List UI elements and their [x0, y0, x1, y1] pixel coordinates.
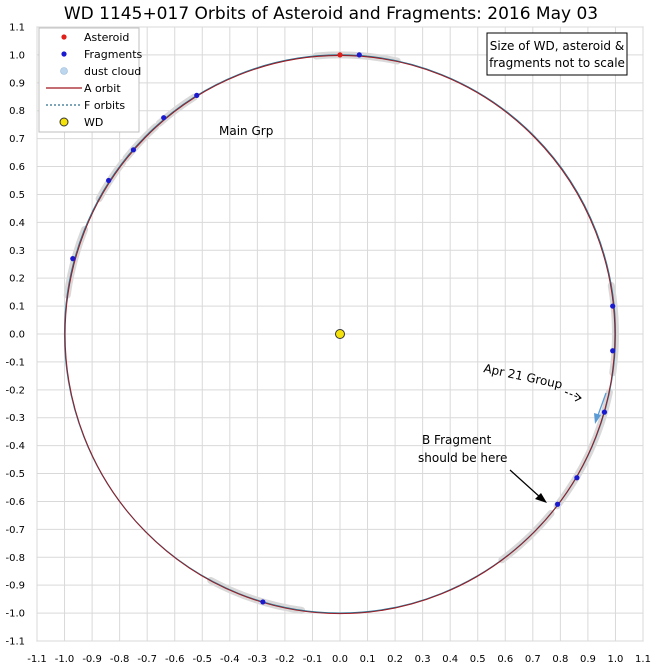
- x-tick-label: -0.5: [193, 654, 213, 665]
- b-fragment-arrow: [509, 469, 542, 499]
- x-tick-label: 0.3: [415, 654, 431, 665]
- y-tick-label: -0.5: [5, 469, 25, 480]
- note-box-frame: [486, 32, 628, 76]
- x-tick-label: -0.6: [165, 654, 185, 665]
- legend: Asteroid Fragments dust cloud A orbit F orbi…: [38, 27, 143, 133]
- y-tick-label: 0.8: [9, 106, 25, 117]
- x-tick-label: 0.7: [525, 654, 541, 665]
- x-tick-label: -0.8: [110, 654, 130, 665]
- x-tick-label: 0.1: [360, 654, 376, 665]
- y-tick-label: -0.3: [5, 413, 25, 424]
- x-tick-label: 0.4: [442, 654, 458, 665]
- x-tick-label: 0.9: [580, 654, 596, 665]
- y-tick-label: -0.7: [5, 525, 25, 536]
- y-tick-label: 0.9: [9, 78, 25, 89]
- x-tick-label: -1.1: [27, 654, 47, 665]
- x-tick-label: -1.0: [55, 654, 75, 665]
- fragment-point-11: [260, 599, 266, 605]
- legend-marker-0: [61, 34, 67, 40]
- y-tick-label: 0.3: [9, 246, 25, 257]
- main-grp-label: Main Grp: [219, 124, 273, 138]
- fragment-point-2: [161, 115, 167, 121]
- x-tick-labels: -1.1 -1.0 -0.9 -0.8 -0.7 -0.6 -0.5 -0.4 -0.3 -0.2…: [27, 654, 651, 665]
- y-tick-label: 0.2: [9, 274, 25, 285]
- b-fragment-arrow-head: [535, 493, 547, 503]
- note-line-1: Size of WD, asteroid &: [490, 39, 624, 53]
- fragment-point-4: [106, 177, 112, 184]
- y-tick-label: 0.0: [9, 330, 25, 341]
- fragment-point-0: [356, 52, 362, 58]
- asteroid-point: [337, 52, 343, 58]
- legend-marker-dust: [60, 67, 68, 75]
- y-tick-label: 0.1: [9, 302, 25, 313]
- y-tick-label: -1.1: [5, 637, 25, 648]
- y-tick-label: -1.0: [5, 609, 25, 620]
- x-tick-label: 0.5: [470, 654, 486, 665]
- apr21-dashed-arrow-line: [564, 391, 581, 399]
- y-tick-label: -0.2: [5, 385, 25, 396]
- b-fragment-line-1: B Fragment: [422, 433, 492, 447]
- legend-marker-1: [61, 51, 67, 57]
- y-tick-label: 1.1: [9, 23, 25, 34]
- y-tick-label: 0.5: [9, 190, 25, 201]
- x-tick-label: 0.8: [552, 654, 568, 665]
- x-tick-label: 0.2: [387, 654, 403, 665]
- legend-box: [38, 27, 140, 133]
- x-tick-label: 1.0: [608, 654, 624, 665]
- x-tick-label: -0.7: [137, 654, 157, 665]
- fragment-point-7: [610, 348, 616, 354]
- apr21-dashed-arrow-head: [574, 392, 582, 402]
- b-fragment-line-2: should be here: [418, 451, 507, 465]
- legend-label: dust cloud: [84, 65, 141, 78]
- y-tick-label: -0.1: [5, 357, 25, 368]
- fragment-point-6: [610, 303, 616, 309]
- y-tick-label: 0.4: [9, 218, 25, 229]
- y-tick-label: -0.9: [5, 581, 25, 592]
- x-tick-label: -0.2: [275, 654, 295, 665]
- fragment-point-9: [574, 475, 580, 481]
- y-tick-label: -0.8: [5, 553, 25, 564]
- legend-label: F orbits: [84, 99, 125, 112]
- data-points: [70, 52, 616, 605]
- fragment-point-8: [601, 409, 608, 415]
- note-line-2: fragments not to scale: [489, 56, 625, 70]
- fragment-point-1: [194, 92, 200, 98]
- x-tick-label: -0.9: [82, 654, 102, 665]
- y-tick-label: -0.4: [5, 441, 25, 452]
- legend-label: Fragments: [84, 48, 143, 61]
- x-tick-label: -0.4: [220, 654, 240, 665]
- legend-marker-wd: [59, 117, 69, 127]
- x-tick-label: -0.1: [303, 654, 323, 665]
- apr21-blue-arrow: [596, 392, 607, 419]
- legend-label: WD: [84, 116, 103, 129]
- wd-point: [335, 329, 345, 339]
- y-tick-label: 1.0: [9, 50, 25, 61]
- legend-label: A orbit: [84, 82, 121, 95]
- x-tick-label: 1.1: [635, 654, 651, 665]
- y-tick-label: 0.6: [9, 162, 25, 173]
- x-tick-label: -0.3: [248, 654, 268, 665]
- fragment-point-5: [70, 256, 76, 262]
- legend-label: Asteroid: [84, 31, 129, 44]
- chart-title: WD 1145+017 Orbits of Asteroid and Fragm…: [64, 4, 598, 24]
- x-tick-label: 0.0: [332, 654, 348, 665]
- y-tick-labels: 1.1 1.0 0.9 0.8 0.7 0.6 0.5 0.4 0.3 0.2 0.1 0.0 -0.1…: [5, 23, 25, 648]
- apr21-blue-arrow-head: [594, 413, 601, 424]
- y-tick-label: 0.7: [9, 134, 25, 145]
- fragment-point-3: [130, 147, 137, 153]
- note-box: Size of WD, asteroid & fragments not to …: [486, 32, 628, 76]
- fragment-point-10: [555, 501, 561, 507]
- y-tick-label: -0.6: [5, 497, 25, 508]
- x-tick-label: 0.6: [497, 654, 513, 665]
